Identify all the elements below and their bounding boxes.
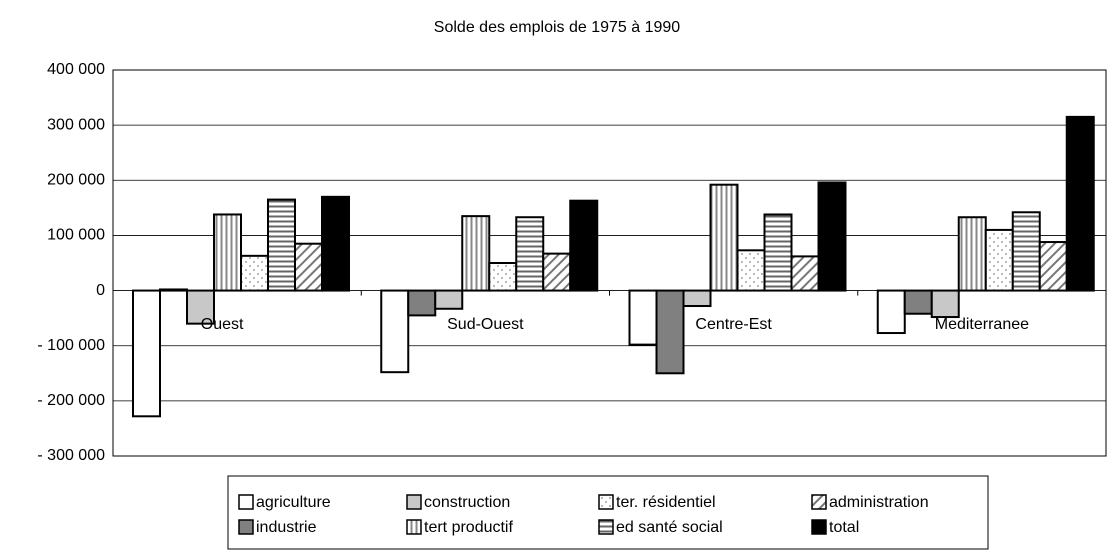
x-tick-label: Ouest xyxy=(201,316,244,333)
bar xyxy=(515,216,545,292)
bar xyxy=(542,252,572,292)
y-tick-label: 0 xyxy=(96,282,105,299)
y-tick-label: - 300 000 xyxy=(37,447,105,464)
bar xyxy=(321,195,350,292)
bar xyxy=(655,289,685,375)
bar xyxy=(407,289,437,317)
bar xyxy=(903,289,933,315)
legend-label: ed santé social xyxy=(616,519,723,536)
y-tick-label: 100 000 xyxy=(47,227,105,244)
bar xyxy=(461,215,491,292)
legend-label: industrie xyxy=(256,519,317,536)
bar xyxy=(488,262,518,292)
legend-swatch xyxy=(598,519,614,535)
legend-swatch xyxy=(238,519,254,535)
legend-swatch xyxy=(406,494,422,510)
y-tick-label: 200 000 xyxy=(47,172,105,189)
bar xyxy=(930,289,960,319)
bar xyxy=(957,216,987,292)
bar xyxy=(240,254,269,292)
bar xyxy=(628,289,658,346)
y-tick-label: 300 000 xyxy=(47,116,105,133)
y-tick-label: 400 000 xyxy=(47,61,105,78)
bar xyxy=(709,183,739,292)
legend-swatch xyxy=(406,519,422,535)
bar xyxy=(763,213,793,292)
x-tick-label: Centre-Est xyxy=(695,316,772,333)
bar xyxy=(380,289,410,374)
legend-swatch xyxy=(811,519,827,535)
chart-title: Solde des emplois de 1975 à 1990 xyxy=(434,19,681,36)
bar xyxy=(434,289,464,310)
plot-frame xyxy=(112,69,1107,457)
bar xyxy=(984,228,1014,292)
bar xyxy=(876,289,906,335)
legend-label: ter. résidentiel xyxy=(616,494,716,511)
bar xyxy=(1038,241,1068,292)
y-tick-label: - 100 000 xyxy=(37,337,105,354)
bar xyxy=(682,289,712,308)
legend-box xyxy=(227,475,989,550)
legend-label: total xyxy=(829,519,859,536)
x-tick-label: Sud-Ouest xyxy=(447,316,524,333)
bar xyxy=(1011,211,1041,292)
legend-label: tert productif xyxy=(424,519,513,536)
x-tick-label: Mediterranee xyxy=(935,316,1029,333)
bar xyxy=(267,198,296,292)
legend-label: administration xyxy=(829,494,929,511)
bar xyxy=(790,255,820,292)
bar xyxy=(569,199,599,292)
bar xyxy=(213,213,242,292)
legend-swatch xyxy=(598,494,614,510)
bar xyxy=(132,289,161,418)
bar xyxy=(294,242,323,292)
bar xyxy=(1065,115,1095,292)
y-tick-label: - 200 000 xyxy=(37,392,105,409)
bar xyxy=(186,289,215,325)
legend-swatch xyxy=(811,494,827,510)
legend-label: construction xyxy=(424,494,510,511)
bar xyxy=(736,249,766,292)
legend-label: agriculture xyxy=(256,494,331,511)
bar xyxy=(159,288,188,292)
legend-swatch xyxy=(238,494,254,510)
bar xyxy=(817,181,847,292)
